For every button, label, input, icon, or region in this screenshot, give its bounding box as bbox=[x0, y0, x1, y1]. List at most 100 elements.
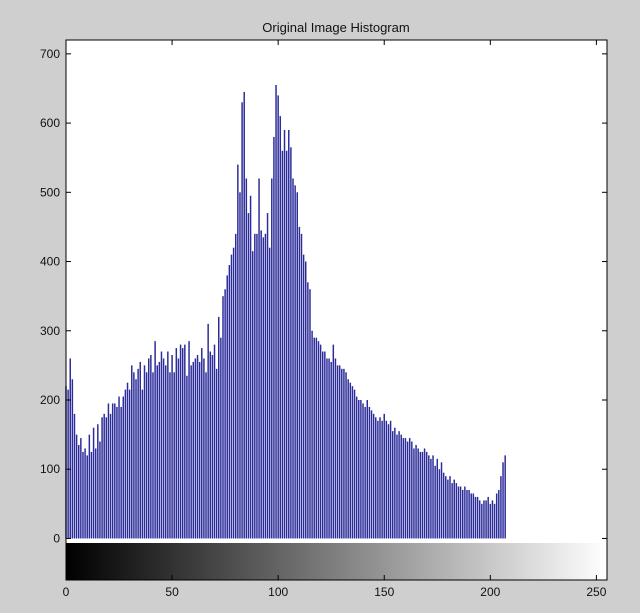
histogram-bar bbox=[461, 490, 464, 539]
histogram-bar bbox=[408, 438, 411, 539]
histogram-bar bbox=[211, 355, 214, 539]
histogram-bar bbox=[298, 226, 301, 539]
histogram-bar bbox=[213, 344, 216, 539]
histogram-bar bbox=[330, 361, 332, 539]
y-tick-label: 300 bbox=[40, 324, 60, 338]
x-tick-label: 200 bbox=[480, 585, 500, 599]
histogram-bar bbox=[232, 247, 235, 539]
histogram-bar bbox=[73, 413, 76, 539]
histogram-bar bbox=[120, 406, 122, 539]
x-tick-label: 0 bbox=[63, 585, 70, 599]
histogram-bar bbox=[94, 448, 97, 539]
histogram-bar bbox=[237, 164, 239, 539]
histogram-bar bbox=[84, 448, 86, 539]
histogram-bar bbox=[203, 358, 205, 539]
histogram-bar bbox=[158, 361, 161, 539]
histogram-bar bbox=[116, 406, 118, 539]
histogram-bar bbox=[432, 455, 434, 539]
histogram-bar bbox=[205, 372, 207, 539]
histogram-bar bbox=[375, 417, 377, 539]
histogram-bar bbox=[309, 289, 311, 539]
histogram-bar bbox=[181, 348, 184, 539]
histogram-bar bbox=[192, 361, 195, 539]
y-tick-label: 0 bbox=[53, 531, 60, 545]
histogram-bar bbox=[143, 365, 146, 539]
histogram-bar bbox=[468, 490, 470, 539]
histogram-bar bbox=[139, 361, 141, 539]
histogram-bar bbox=[326, 358, 328, 539]
y-tick-label: 700 bbox=[40, 47, 60, 61]
histogram-bar bbox=[239, 192, 241, 539]
histogram-bar bbox=[164, 365, 167, 539]
histogram-bar bbox=[137, 368, 139, 539]
histogram-bar bbox=[148, 358, 150, 539]
histogram-bar bbox=[243, 91, 245, 539]
histogram-bar bbox=[71, 379, 74, 539]
histogram-bar bbox=[351, 386, 354, 539]
histogram-bar bbox=[300, 233, 303, 539]
histogram-bar bbox=[118, 396, 120, 539]
histogram-bar bbox=[169, 372, 171, 539]
histogram-bar bbox=[455, 483, 458, 539]
histogram-bar bbox=[262, 237, 265, 539]
histogram-bar bbox=[381, 420, 383, 539]
histogram-bar bbox=[500, 476, 502, 539]
histogram-bar bbox=[198, 361, 201, 539]
histogram-bar bbox=[377, 420, 379, 539]
histogram-bar bbox=[207, 323, 209, 539]
histogram-bar bbox=[101, 417, 103, 539]
histogram-bar bbox=[385, 420, 388, 539]
histogram-bar bbox=[466, 490, 468, 539]
histogram-bar bbox=[260, 230, 262, 539]
histogram-bar bbox=[481, 503, 483, 539]
histogram-bar bbox=[360, 400, 362, 539]
histogram-bar bbox=[283, 130, 286, 539]
histogram-bar bbox=[305, 261, 307, 539]
histogram-bar bbox=[324, 351, 326, 539]
histogram-bar bbox=[194, 358, 197, 539]
histogram-bar bbox=[474, 496, 477, 539]
histogram-bar bbox=[372, 413, 375, 539]
histogram-bar bbox=[128, 389, 131, 539]
histogram-bar bbox=[156, 365, 158, 539]
histogram-bar bbox=[491, 500, 494, 539]
histogram-bar bbox=[428, 455, 430, 539]
histogram-bar bbox=[247, 213, 250, 539]
histogram-bar bbox=[264, 233, 267, 539]
histogram-bars bbox=[65, 85, 506, 539]
histogram-bar bbox=[271, 178, 273, 539]
histogram-bar bbox=[438, 469, 441, 539]
histogram-bar bbox=[69, 358, 71, 539]
histogram-bar bbox=[425, 451, 428, 539]
histogram-bar bbox=[313, 337, 315, 539]
histogram-bar bbox=[201, 348, 203, 539]
histogram-bar bbox=[150, 355, 152, 539]
histogram-bar bbox=[396, 434, 398, 539]
histogram-bar bbox=[464, 486, 466, 539]
histogram-bar bbox=[391, 431, 394, 539]
histogram-bar bbox=[97, 424, 99, 539]
histogram-bar bbox=[124, 389, 127, 539]
histogram-bar bbox=[311, 330, 313, 539]
histogram-bar bbox=[349, 382, 352, 539]
histogram-bar bbox=[487, 496, 489, 539]
histogram-bar bbox=[224, 289, 226, 539]
histogram-bar bbox=[338, 365, 341, 539]
histogram-bar bbox=[362, 403, 364, 539]
histogram-bar bbox=[387, 424, 390, 539]
histogram-bar bbox=[389, 420, 392, 539]
histogram-bar bbox=[364, 406, 366, 539]
histogram-bar bbox=[288, 130, 290, 539]
histogram-bar bbox=[451, 483, 453, 539]
histogram-bar bbox=[190, 365, 192, 539]
y-tick-label: 500 bbox=[40, 185, 60, 199]
histogram-bar bbox=[404, 438, 407, 539]
histogram-bar bbox=[249, 195, 252, 539]
histogram-bar bbox=[145, 372, 148, 539]
histogram-bar bbox=[122, 396, 125, 539]
histogram-bar bbox=[334, 358, 337, 539]
histogram-bar bbox=[220, 337, 222, 539]
histogram-bar bbox=[379, 417, 381, 539]
histogram-bar bbox=[256, 233, 258, 539]
histogram-bar bbox=[321, 351, 324, 539]
